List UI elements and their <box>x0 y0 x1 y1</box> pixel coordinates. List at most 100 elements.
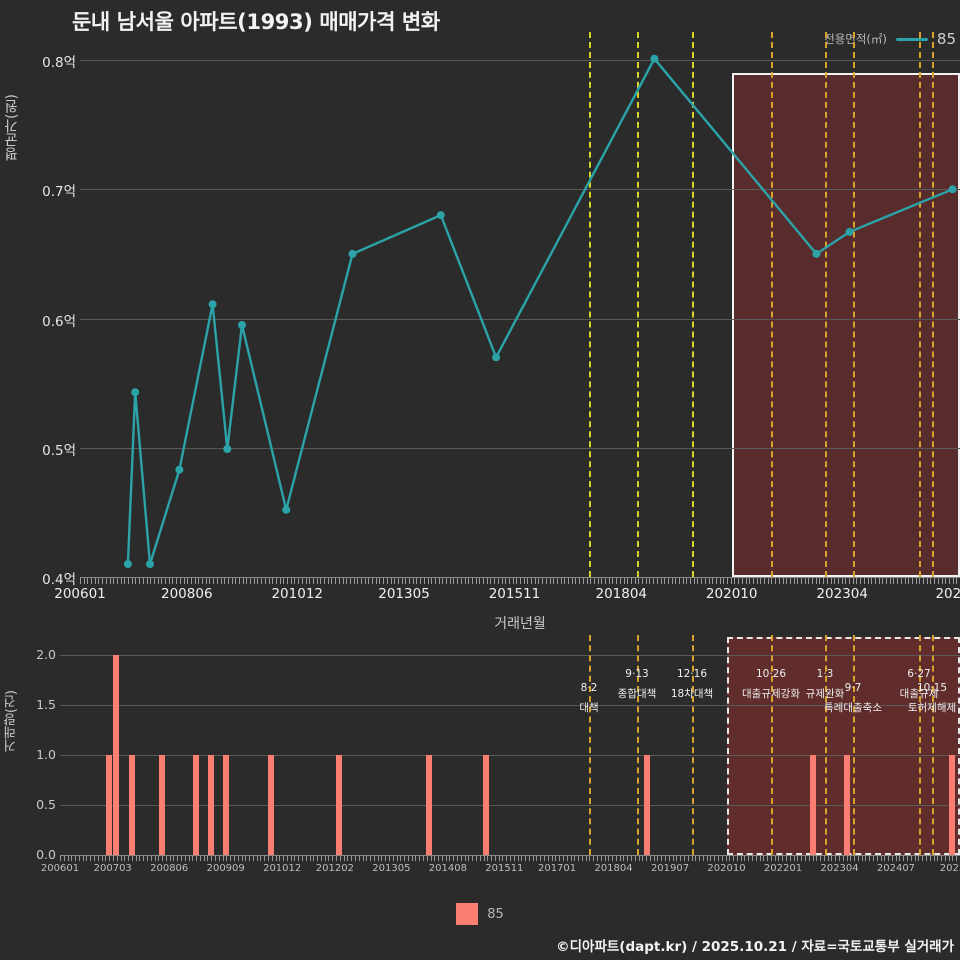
volume-bar[interactable] <box>105 755 112 855</box>
volume-bar[interactable] <box>810 755 817 855</box>
gridline <box>60 705 960 706</box>
volume-bar[interactable] <box>192 755 199 855</box>
price-series-svg <box>123 54 957 569</box>
main-x-axis-label: 거래년월 <box>494 616 546 632</box>
main-x-tick: 201804 <box>595 586 648 602</box>
price-point[interactable] <box>223 445 232 453</box>
volume-event-line-a1 <box>589 635 591 855</box>
volume-bar[interactable] <box>844 755 851 855</box>
annotation-label-a1: 대책 <box>579 702 599 714</box>
price-point[interactable] <box>238 321 246 329</box>
volume-bar[interactable] <box>207 755 214 855</box>
volume-y-axis-label: 거래량(건) <box>4 690 19 753</box>
annotation-label-a7: 대출규제 <box>899 688 939 700</box>
event-line-a7 <box>919 32 921 577</box>
price-point[interactable] <box>948 185 957 194</box>
annotation-date-a3: 12·16 <box>676 668 708 680</box>
volume-bar[interactable] <box>128 755 135 855</box>
volume-bar[interactable] <box>113 655 120 855</box>
volume-bar[interactable] <box>482 755 489 855</box>
price-point[interactable] <box>175 465 184 474</box>
annotation-label-a8: 토허제해제 <box>907 702 957 714</box>
gridline <box>80 60 960 61</box>
volume-x-tick: 201907 <box>650 863 690 874</box>
volume-x-tick: 202201 <box>763 863 803 874</box>
page-title: 둔내 남서울 아파트(1993) 매매가격 변화 <box>72 10 440 34</box>
volume-bar[interactable] <box>949 755 956 855</box>
gridline <box>60 805 960 806</box>
event-line-a6 <box>853 32 855 577</box>
annotation-label-a2: 종합대책 <box>617 688 657 700</box>
annotation-date-a6: 9·7 <box>844 682 862 694</box>
volume-event-line-a6 <box>853 635 855 855</box>
legend-bottom-value: 85 <box>487 906 504 922</box>
main-y-tick: 0.7억 <box>42 184 76 201</box>
main-x-tick: 202304 <box>816 586 868 602</box>
event-line-a1 <box>589 32 591 577</box>
volume-y-tick: 1.0 <box>36 747 56 762</box>
annotation-label-a5: 규제완화 <box>805 688 845 700</box>
annotation-label-a6: 특례대출축소 <box>824 702 882 714</box>
volume-y-tick: 0.5 <box>36 797 56 812</box>
footer-credit: ©디아파트(dapt.kr) / 2025.10.21 / 자료=국토교통부 실… <box>556 939 954 955</box>
volume-event-line-a5 <box>825 635 827 855</box>
price-point[interactable] <box>208 300 217 309</box>
volume-x-tick: 201202 <box>315 863 354 874</box>
legend-top: 전용면적(㎡) 85 <box>824 30 956 48</box>
price-point[interactable] <box>845 227 854 236</box>
volume-x-tick: 200806 <box>150 863 189 874</box>
main-x-axis-line: 200601 200806 201012 201305 201511 201804 2020… <box>54 577 960 632</box>
volume-bar[interactable] <box>267 755 274 855</box>
price-point[interactable] <box>348 249 357 258</box>
volume-x-tick: 202304 <box>820 863 859 874</box>
price-point[interactable] <box>146 560 154 569</box>
volume-x-minor-ticks <box>60 856 960 861</box>
main-x-tick: 201511 <box>488 586 541 602</box>
volume-bar[interactable] <box>335 755 342 855</box>
price-point[interactable] <box>492 353 501 362</box>
price-point[interactable] <box>436 211 445 220</box>
main-x-tick: 201012 <box>271 586 324 602</box>
volume-bar[interactable] <box>158 755 165 855</box>
legend-bottom: 85 <box>0 903 960 925</box>
main-x-tick: 200806 <box>160 586 213 602</box>
event-line-a2 <box>637 32 639 577</box>
main-y-tick: 0.8억 <box>42 55 76 71</box>
volume-x-tick: 201305 <box>372 863 411 874</box>
price-point[interactable] <box>650 54 659 63</box>
volume-event-line-a4 <box>771 635 773 855</box>
main-x-tick: 2025 <box>935 586 960 602</box>
price-point[interactable] <box>131 388 140 397</box>
price-point[interactable] <box>282 505 291 514</box>
volume-event-line-a2 <box>637 635 639 855</box>
event-line-a8 <box>932 32 934 577</box>
main-x-tick: 200601 <box>54 586 106 602</box>
price-point[interactable] <box>812 249 821 258</box>
annotation-date-a1: 8·2 <box>580 682 598 694</box>
volume-bar[interactable] <box>426 755 433 855</box>
legend-top-label: 전용면적(㎡) <box>824 32 887 46</box>
event-line-a5 <box>825 32 827 577</box>
volume-x-tick: 201012 <box>263 863 302 874</box>
annotation-date-a5: 1·3 <box>816 668 834 680</box>
main-y-tick: 0.4억 <box>42 572 76 588</box>
volume-x-axis-line: 200601 200703 200806 200909 201012 201202 2013… <box>41 855 960 874</box>
volume-y-tick: 1.5 <box>36 697 56 712</box>
main-x-minor-ticks <box>80 578 960 584</box>
volume-bar[interactable] <box>222 755 229 855</box>
volume-bar[interactable] <box>644 755 651 855</box>
volume-plot-area <box>60 635 960 856</box>
volume-x-tick: 201408 <box>428 863 467 874</box>
legend-top-value: 85 <box>936 30 956 48</box>
volume-x-tick: 202407 <box>876 863 916 874</box>
event-line-a3 <box>692 32 694 577</box>
volume-y-tick: 0.0 <box>36 847 56 862</box>
price-point[interactable] <box>123 560 132 569</box>
price-highlight-region <box>731 73 960 577</box>
volume-event-line-a3 <box>692 635 694 855</box>
gridline <box>80 447 960 449</box>
price-plot-area <box>80 32 960 578</box>
volume-x-tick: 200703 <box>93 863 132 874</box>
main-y-tick: 0.6억 <box>42 313 76 330</box>
